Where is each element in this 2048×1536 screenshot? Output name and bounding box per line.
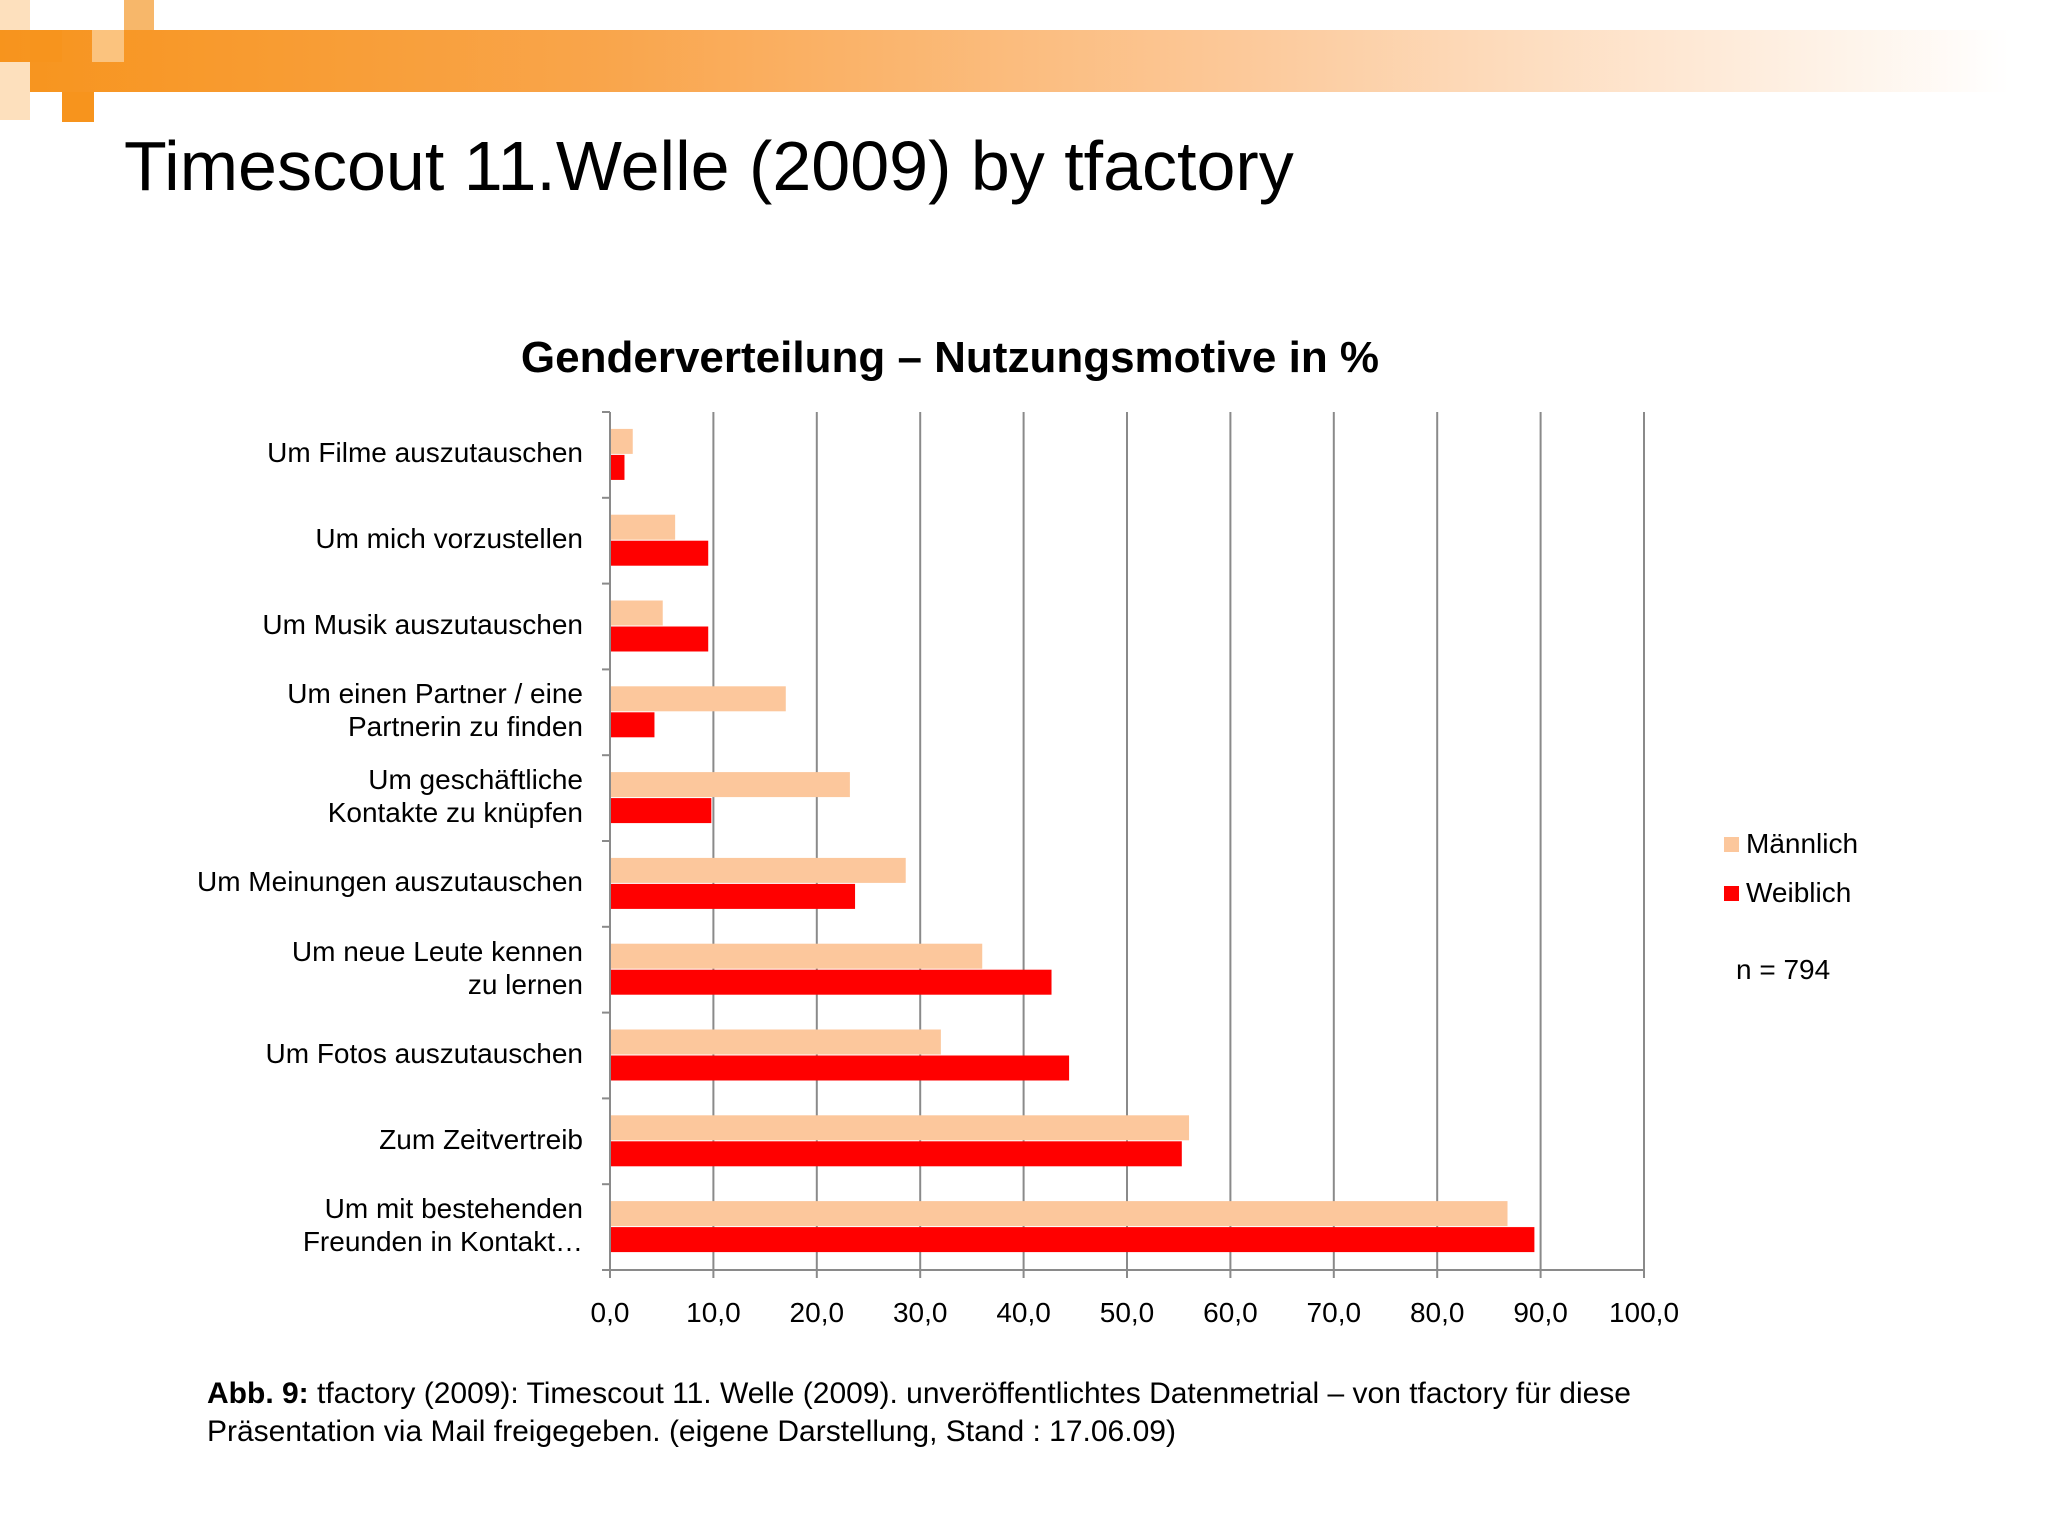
x-tick-label: 50,0 bbox=[1099, 1297, 1155, 1328]
x-tick-label: 90,0 bbox=[1513, 1297, 1568, 1328]
x-tick-label: 100,0 bbox=[1608, 1297, 1680, 1328]
category-label: Um einen Partner / eine Partnerin zu fin… bbox=[287, 678, 583, 743]
slide-title: Timescout 11.Welle (2009) by tfactory bbox=[124, 127, 1294, 205]
bar-maennlich bbox=[611, 1029, 941, 1055]
bar-weiblich bbox=[611, 1227, 1535, 1253]
x-tick-label: 30,0 bbox=[892, 1297, 948, 1328]
category-label: Um Filme auszutauschen bbox=[267, 437, 583, 469]
x-tick-label: 40,0 bbox=[996, 1297, 1051, 1328]
category-label: Um Meinungen auszutauschen bbox=[196, 866, 583, 898]
caption-label: Abb. 9: bbox=[207, 1377, 309, 1410]
bar-weiblich bbox=[611, 1055, 1070, 1081]
category-label: Um Fotos auszutauschen bbox=[265, 1038, 584, 1069]
category-label: Um geschäftliche Kontakte zu knüpfen bbox=[327, 764, 583, 829]
sample-size-note: n = 794 bbox=[1736, 954, 1831, 985]
bar-maennlich bbox=[611, 1201, 1508, 1227]
caption-text: tfactory (2009): Timescout 11. Welle (20… bbox=[207, 1377, 1631, 1448]
bar-maennlich bbox=[611, 514, 676, 540]
bar-maennlich bbox=[611, 1115, 1190, 1141]
bars bbox=[611, 428, 1535, 1253]
category-label: Zum Zeitvertreib bbox=[379, 1123, 583, 1155]
x-tick-label: 10,0 bbox=[686, 1297, 741, 1328]
bar-weiblich bbox=[611, 712, 655, 738]
logo-square bbox=[30, 30, 62, 62]
legend-label-weiblich: Weiblich bbox=[1746, 877, 1852, 908]
bar-weiblich bbox=[611, 798, 712, 824]
logo-square bbox=[92, 30, 124, 62]
bar-weiblich bbox=[611, 1141, 1182, 1167]
chart-title: Genderverteilung – Nutzungsmotive in % bbox=[520, 333, 1380, 382]
header-gradient-bar bbox=[0, 30, 2010, 92]
bar-maennlich bbox=[611, 943, 983, 969]
category-label: Um mit bestehenden Freunden in Kontakt… bbox=[302, 1193, 583, 1258]
bar-maennlich bbox=[611, 686, 786, 712]
x-tick-label: 60,0 bbox=[1203, 1297, 1258, 1328]
logo-square bbox=[0, 0, 30, 30]
category-label: Um Musik auszutauschen bbox=[262, 609, 583, 640]
category-label: Um mich vorzustellen bbox=[315, 523, 583, 555]
x-tick-label: 70,0 bbox=[1306, 1297, 1362, 1328]
category-label: Um neue Leute kennen zu lernen bbox=[291, 935, 583, 1000]
x-tick-label: 20,0 bbox=[789, 1297, 845, 1328]
logo-square bbox=[0, 62, 30, 120]
bar-weiblich bbox=[611, 969, 1052, 995]
legend-label-maennlich: Männlich bbox=[1746, 828, 1859, 859]
bar-weiblich bbox=[611, 626, 709, 652]
axes bbox=[602, 411, 1645, 1278]
legend-swatch-maennlich bbox=[1724, 837, 1739, 852]
legend-swatch-weiblich bbox=[1724, 886, 1739, 901]
bar-weiblich bbox=[611, 883, 856, 909]
bar-maennlich bbox=[611, 600, 663, 626]
bar-maennlich bbox=[611, 428, 633, 454]
bar-maennlich bbox=[611, 857, 906, 883]
figure-caption: Abb. 9: tfactory (2009): Timescout 11. W… bbox=[207, 1375, 1767, 1451]
bar-weiblich bbox=[611, 454, 625, 480]
logo-square bbox=[62, 92, 94, 122]
bar-maennlich bbox=[611, 772, 850, 798]
x-tick-label: 0,0 bbox=[590, 1297, 630, 1328]
logo-square bbox=[124, 0, 154, 30]
x-tick-label: 80,0 bbox=[1409, 1297, 1465, 1328]
bar-weiblich bbox=[611, 540, 709, 566]
